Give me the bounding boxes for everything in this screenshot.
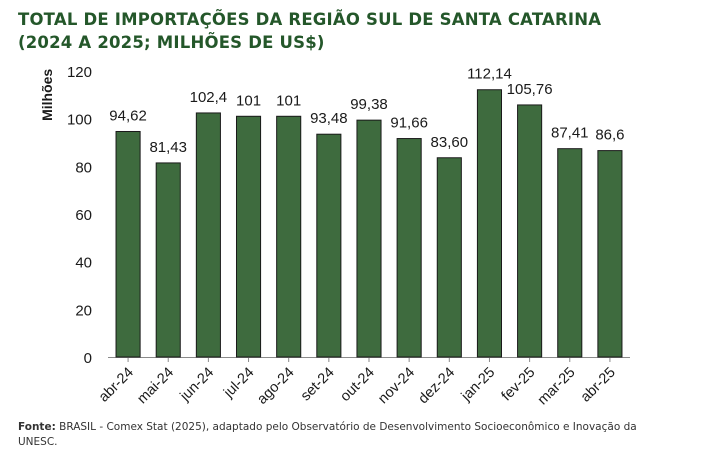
bar [396,138,422,358]
data-label: 86,6 [595,127,624,144]
x-tick-label: mar-25 [535,365,579,409]
bar [115,130,141,358]
y-tick-label: 0 [84,350,92,367]
x-tick-label: abr-25 [578,365,619,406]
y-tick-label: 40 [75,255,92,272]
bar [436,157,462,358]
x-tick-label: fev-25 [499,365,539,405]
data-label: 102,4 [190,89,228,106]
x-tick-label: jul-24 [220,365,257,402]
data-label: 81,43 [149,139,187,156]
x-tick-label: out-24 [337,365,377,405]
bar [316,133,342,358]
data-label: 101 [236,92,261,109]
bar [356,119,382,358]
x-tick-label: abr-24 [96,365,137,406]
data-label: 91,66 [390,115,428,132]
source-label: Fonte: [18,421,56,433]
bar [155,162,181,358]
y-tick-label: 60 [75,207,92,224]
bar-chart: Milhões 0 20 40 60 80 100 120 94,62 abr-24 81,43 m… [39,64,630,409]
x-tick-label: nov-24 [375,365,418,408]
y-tick-label: 100 [67,112,92,129]
data-label: 112,14 [467,66,512,83]
bar [557,148,583,358]
y-tick-label: 20 [75,302,92,319]
source-text: BRASIL - Comex Stat (2025), adaptado pel… [18,421,637,448]
bar [476,89,503,358]
y-tick-label: 120 [67,64,92,81]
bar [517,104,543,358]
data-label: 101 [276,92,301,109]
bar [195,112,221,358]
data-label: 94,62 [109,107,147,124]
data-label: 105,76 [507,81,553,98]
chart-title: TOTAL DE IMPORTAÇÕES DA REGIÃO SUL DE SA… [18,10,602,52]
x-tick-label: mai-24 [134,365,177,408]
x-tick-label: ago-24 [254,365,297,408]
x-tick-label: set-24 [298,365,338,405]
data-label: 99,38 [350,96,388,113]
data-label: 83,60 [431,134,469,151]
x-tick-label: jan-25 [458,365,499,406]
data-label: 93,48 [310,110,348,127]
bar [597,150,623,358]
source-note: Fonte: BRASIL - Comex Stat (2025), adapt… [18,420,678,450]
data-label: 87,41 [551,125,589,142]
x-tick-label: jun-24 [177,365,218,406]
bar [276,115,302,358]
bar [235,115,262,358]
y-axis-label: Milhões [39,69,55,121]
x-tick-label: dez-24 [415,365,458,408]
y-tick-label: 80 [75,159,92,176]
